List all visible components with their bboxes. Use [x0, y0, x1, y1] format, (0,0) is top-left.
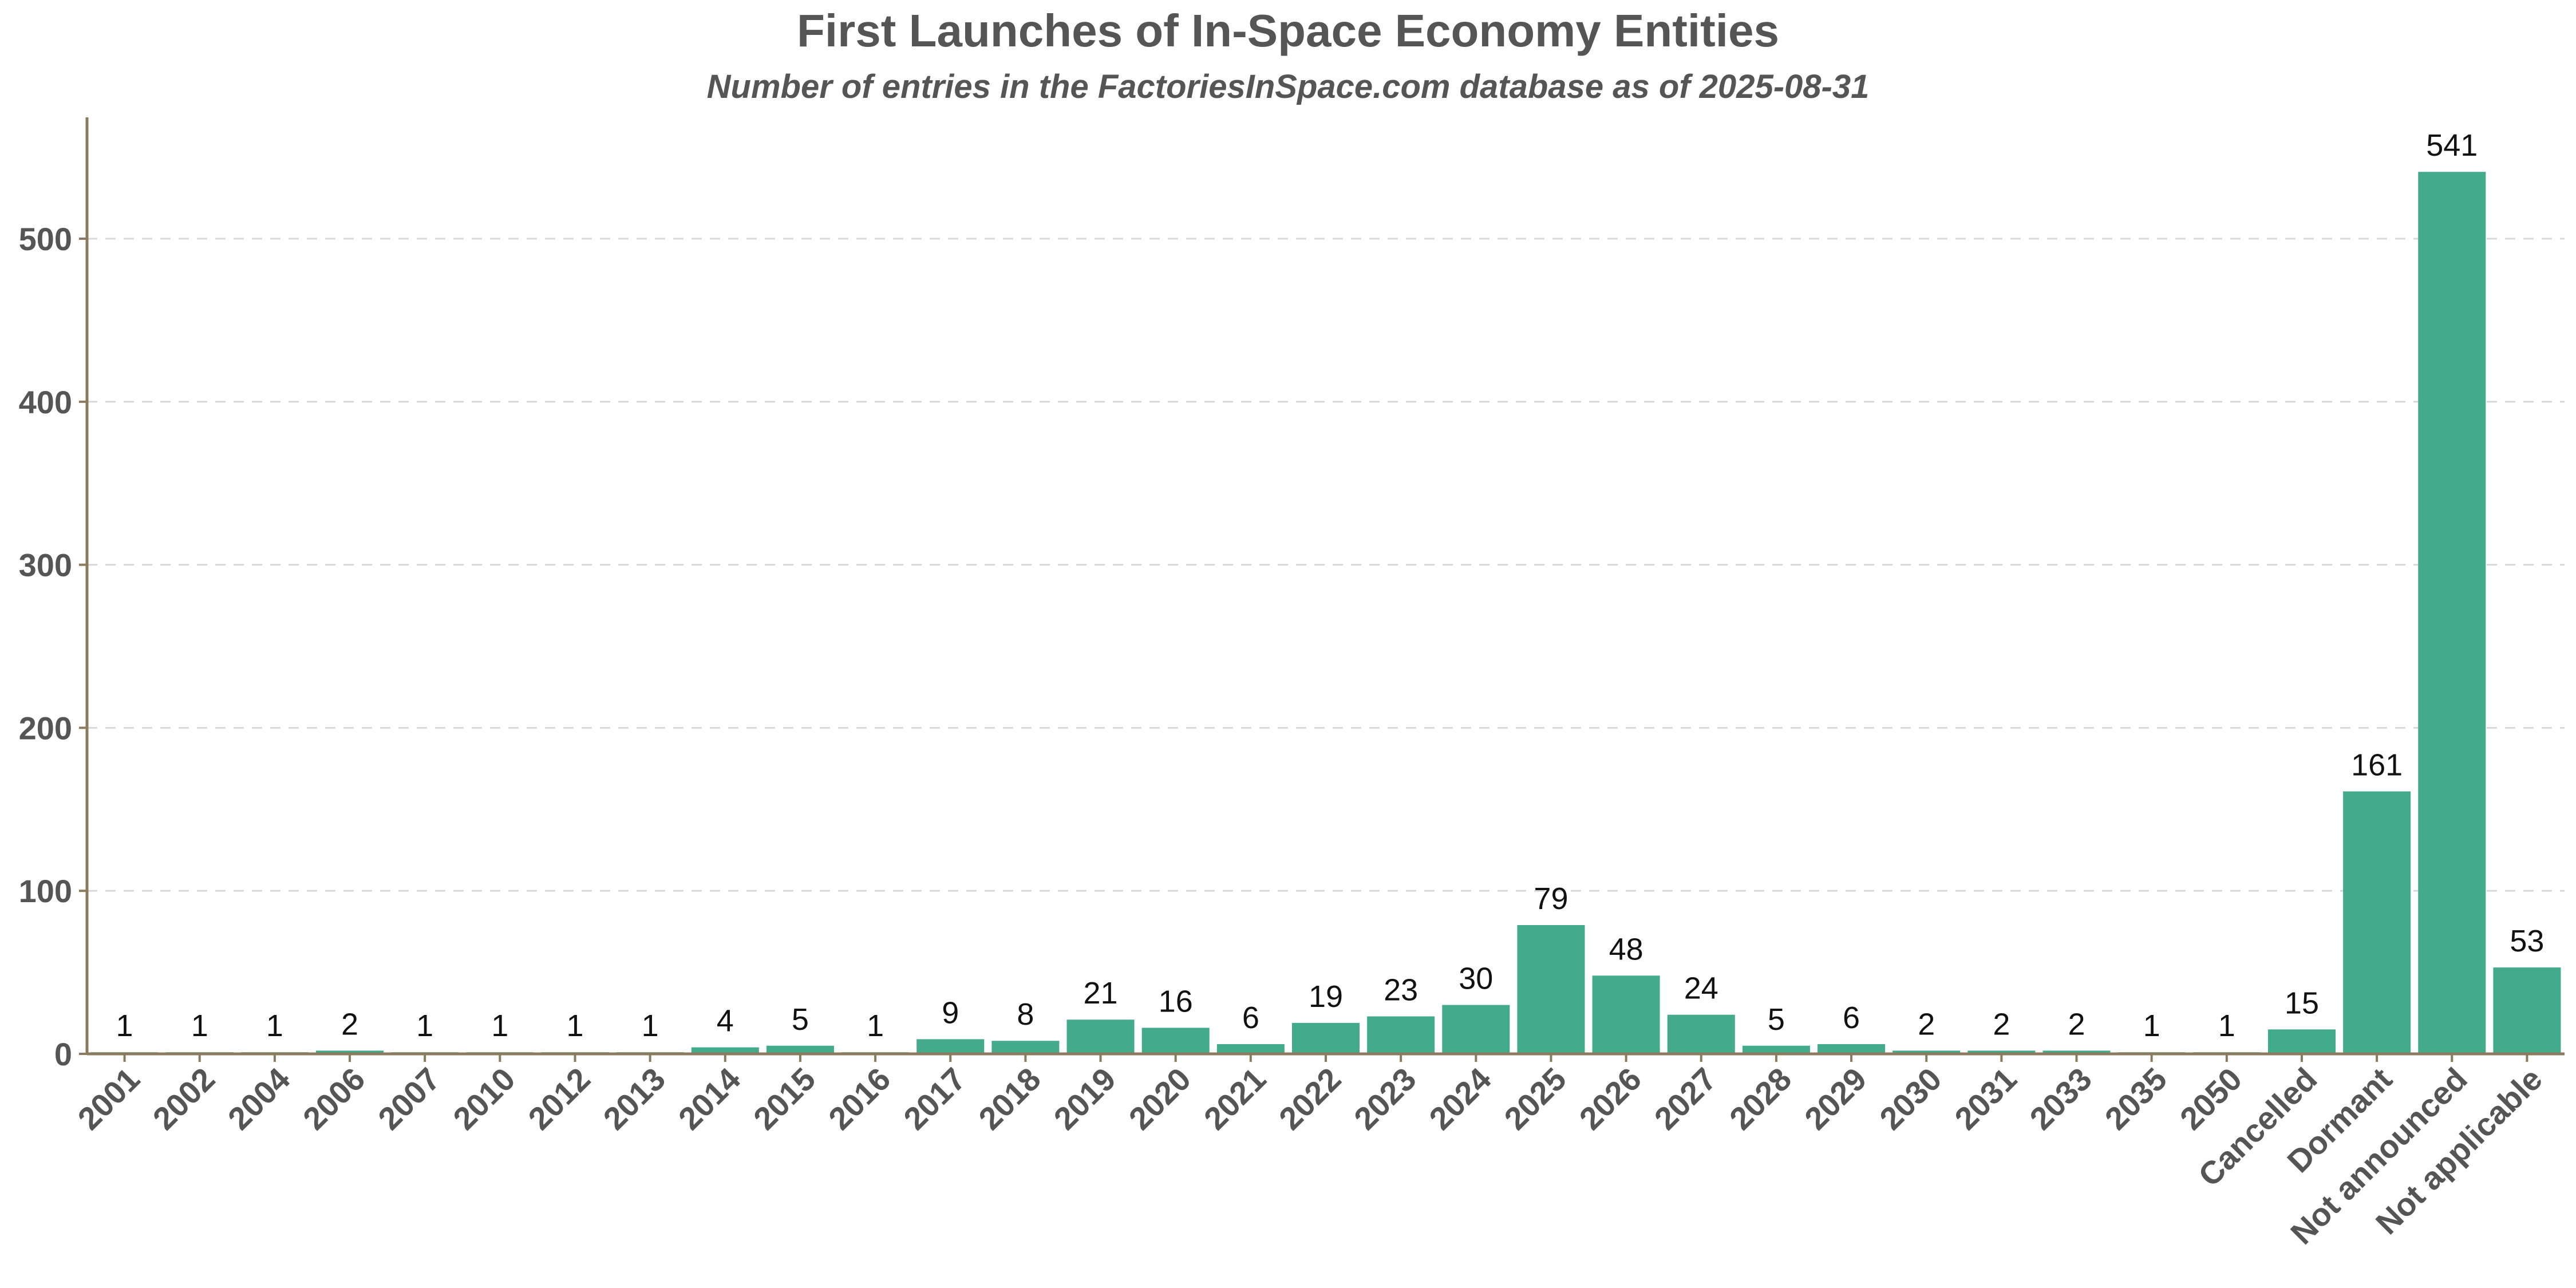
x-tick-label: 2022 [1272, 1061, 1348, 1137]
bar [2493, 967, 2561, 1054]
x-tick-label: 2002 [146, 1061, 222, 1137]
y-tick-label: 400 [19, 384, 72, 420]
data-label: 1 [266, 1009, 283, 1043]
bar [2343, 791, 2411, 1054]
x-tick-label: 2026 [1572, 1061, 1648, 1137]
data-label: 21 [1084, 976, 1118, 1010]
bar [1442, 1005, 1510, 1054]
data-label: 15 [2285, 986, 2319, 1020]
data-label: 24 [1684, 971, 1718, 1006]
x-tick-label: 2014 [671, 1061, 748, 1137]
x-tick-label: 2033 [2022, 1061, 2099, 1137]
x-tick-label: 2018 [971, 1061, 1048, 1137]
data-label: 1 [2143, 1009, 2160, 1043]
data-label: 5 [1768, 1002, 1785, 1037]
data-label: 1 [491, 1009, 508, 1043]
x-tick-label: 2035 [2098, 1061, 2174, 1137]
bar [1818, 1044, 1886, 1054]
x-tick-label: 2029 [1797, 1061, 1874, 1137]
bar [2267, 1029, 2336, 1054]
x-tick-label: 2020 [1122, 1061, 1198, 1137]
data-label: 161 [2351, 748, 2403, 782]
x-tick-label: 2004 [221, 1061, 297, 1137]
bar [1066, 1020, 1135, 1054]
x-tick-label: 2017 [896, 1061, 973, 1137]
x-tick-label: 2016 [821, 1061, 898, 1137]
bar [1141, 1028, 1210, 1054]
data-label: 8 [1017, 997, 1034, 1032]
x-tick-label: 2030 [1872, 1061, 1949, 1137]
data-label: 79 [1534, 882, 1568, 916]
data-label: 2 [2068, 1007, 2085, 1041]
x-tick-label: 2012 [521, 1061, 597, 1137]
data-label: 48 [1609, 932, 1643, 966]
bar [691, 1047, 759, 1054]
data-label: 1 [867, 1009, 884, 1043]
bar [1367, 1016, 1435, 1054]
x-tick-label: 2023 [1347, 1061, 1423, 1137]
data-label: 53 [2510, 924, 2544, 958]
x-tick-label: 2010 [446, 1061, 522, 1137]
bar [1592, 975, 1660, 1054]
x-tick-label: 2025 [1497, 1061, 1573, 1137]
data-label: 2 [1993, 1007, 2010, 1041]
x-tick-label: 2027 [1647, 1061, 1724, 1137]
x-tick-label: 2021 [1197, 1061, 1273, 1137]
y-tick-label: 300 [19, 547, 72, 583]
bar [1216, 1044, 1285, 1054]
data-label: 5 [792, 1002, 809, 1037]
bar [1967, 1050, 2036, 1054]
bar [991, 1041, 1060, 1054]
bar [2418, 172, 2486, 1054]
x-tick-label: 2006 [296, 1061, 372, 1137]
y-tick-label: 200 [19, 710, 72, 746]
x-tick-label: 2024 [1422, 1061, 1498, 1137]
data-label: 16 [1159, 984, 1193, 1018]
y-tick-label: 0 [54, 1036, 72, 1072]
data-label: 1 [416, 1009, 433, 1043]
gridlines [87, 238, 2565, 892]
data-label: 1 [566, 1009, 583, 1043]
y-tick-label: 500 [19, 221, 72, 257]
x-tick-label: 2019 [1046, 1061, 1123, 1137]
bar [916, 1039, 985, 1054]
data-label: 1 [642, 1009, 659, 1043]
bar [1893, 1050, 1961, 1054]
x-tick-label: 2031 [1947, 1061, 2024, 1137]
data-label: 9 [942, 995, 959, 1030]
bar [1291, 1022, 1360, 1054]
data-label: 19 [1309, 979, 1343, 1014]
x-tick-label: 2028 [1722, 1061, 1799, 1137]
data-label: 541 [2426, 128, 2478, 163]
data-label: 30 [1459, 962, 1493, 996]
data-label: 1 [2218, 1009, 2235, 1043]
x-tick-label: 2013 [596, 1061, 672, 1137]
data-label: 2 [1918, 1007, 1935, 1041]
x-tick-label: 2015 [746, 1061, 823, 1137]
bar [1517, 925, 1585, 1054]
data-label: 6 [1843, 1001, 1860, 1035]
data-label: 23 [1384, 973, 1418, 1007]
chart-subtitle: Number of entries in the FactoriesInSpac… [706, 68, 1870, 105]
x-tick-labels: 2001200220042006200720102012201320142015… [70, 1061, 2549, 1251]
axes [79, 117, 2565, 1062]
bar [1667, 1014, 1735, 1054]
bar [2042, 1050, 2111, 1054]
data-label: 1 [116, 1009, 133, 1043]
data-label: 1 [191, 1009, 208, 1043]
bar [1742, 1045, 1810, 1054]
data-label: 2 [341, 1007, 358, 1041]
x-tick-label: 2001 [70, 1061, 147, 1137]
chart-title: First Launches of In-Space Economy Entit… [797, 5, 1779, 56]
x-tick-label: 2007 [371, 1061, 447, 1137]
data-label: 6 [1242, 1001, 1259, 1035]
bar [316, 1050, 384, 1054]
bar [766, 1045, 834, 1054]
data-label: 4 [717, 1004, 734, 1038]
y-tick-label: 100 [19, 873, 72, 909]
y-tick-labels: 0 100 200 300 400 500 [19, 221, 72, 1072]
bars [90, 172, 2561, 1054]
